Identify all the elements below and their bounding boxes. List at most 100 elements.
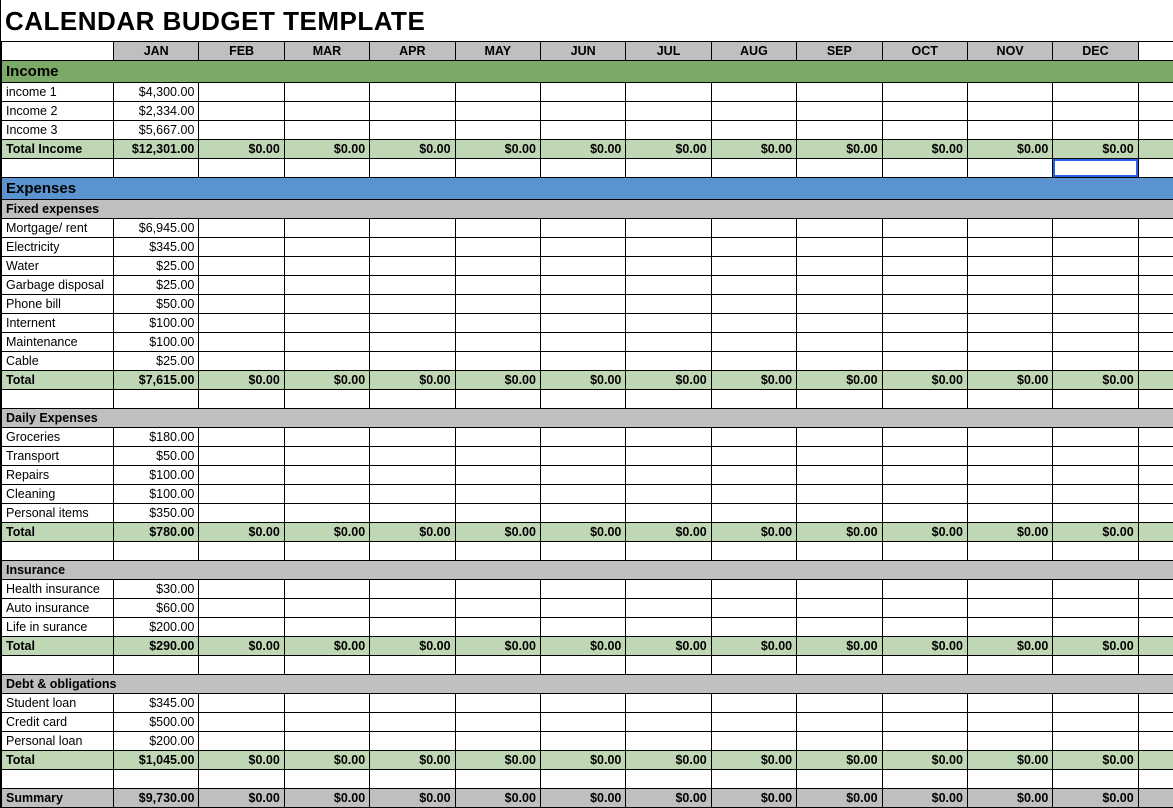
income-total-cell[interactable]: $0.00 <box>797 140 882 159</box>
expense-item-cell[interactable] <box>370 618 455 637</box>
spacer-cell[interactable] <box>967 390 1052 409</box>
expense-total-cell[interactable]: $0.00 <box>882 637 967 656</box>
expense-item-cell[interactable] <box>370 599 455 618</box>
expense-item-cell[interactable] <box>284 599 369 618</box>
spacer-cell[interactable] <box>797 390 882 409</box>
expense-item-cell[interactable] <box>967 485 1052 504</box>
spacer-cell[interactable] <box>370 656 455 675</box>
spacer-cell[interactable] <box>455 770 540 789</box>
expense-item-cell[interactable] <box>797 219 882 238</box>
expense-item-cell[interactable] <box>455 447 540 466</box>
income-item-cell[interactable] <box>967 102 1052 121</box>
expense-item-cell[interactable] <box>967 428 1052 447</box>
expense-total-label[interactable]: Total <box>2 751 114 770</box>
spacer-cell[interactable] <box>882 159 967 178</box>
expense-item-cell[interactable] <box>967 599 1052 618</box>
expense-item-cell[interactable] <box>797 352 882 371</box>
spacer-cell[interactable] <box>1053 542 1138 561</box>
expense-item-cell[interactable] <box>284 694 369 713</box>
expense-item-cell[interactable]: $60.00 <box>114 599 199 618</box>
expense-total-cell[interactable]: $0.00 <box>455 637 540 656</box>
subheader-debt-obligations-label[interactable]: Debt & obligations <box>2 675 1173 694</box>
income-item-cell[interactable] <box>797 121 882 140</box>
expense-item-cell[interactable] <box>626 732 711 751</box>
income-item-cell[interactable] <box>455 121 540 140</box>
extra-cell[interactable] <box>1138 352 1173 371</box>
extra-cell[interactable] <box>1138 371 1173 390</box>
expense-item-label[interactable]: Cable <box>2 352 114 371</box>
income-item-cell[interactable] <box>797 83 882 102</box>
spacer-cell[interactable] <box>882 390 967 409</box>
expense-total-cell[interactable]: $0.00 <box>626 751 711 770</box>
expense-item-cell[interactable] <box>882 428 967 447</box>
income-item-cell[interactable] <box>882 83 967 102</box>
expense-item-label[interactable]: Life in surance <box>2 618 114 637</box>
expense-total-cell[interactable]: $0.00 <box>882 751 967 770</box>
expense-item-cell[interactable] <box>797 333 882 352</box>
extra-cell[interactable] <box>1138 140 1173 159</box>
expense-item-cell[interactable] <box>370 238 455 257</box>
expense-item-cell[interactable] <box>626 257 711 276</box>
expense-item-cell[interactable] <box>284 276 369 295</box>
expense-item-cell[interactable] <box>199 485 284 504</box>
spacer-cell[interactable] <box>882 542 967 561</box>
expense-item-cell[interactable] <box>455 238 540 257</box>
expense-item-cell[interactable] <box>626 618 711 637</box>
spacer-cell[interactable] <box>626 656 711 675</box>
expense-item-cell[interactable] <box>199 504 284 523</box>
spacer-cell[interactable] <box>199 390 284 409</box>
expense-item-cell[interactable] <box>882 257 967 276</box>
expense-item-label[interactable]: Electricity <box>2 238 114 257</box>
expense-item-cell[interactable] <box>1053 219 1138 238</box>
expense-item-cell[interactable] <box>540 352 625 371</box>
expense-item-cell[interactable] <box>626 485 711 504</box>
expense-total-cell[interactable]: $0.00 <box>711 637 796 656</box>
expense-item-cell[interactable] <box>626 466 711 485</box>
expense-item-cell[interactable] <box>455 618 540 637</box>
spacer-cell[interactable] <box>284 542 369 561</box>
spacer-cell[interactable] <box>882 770 967 789</box>
expense-item-cell[interactable] <box>1053 485 1138 504</box>
col-head-dec[interactable]: DEC <box>1053 42 1138 61</box>
expense-total-cell[interactable]: $0.00 <box>626 371 711 390</box>
expense-item-cell[interactable] <box>967 732 1052 751</box>
extra-cell[interactable] <box>1138 295 1173 314</box>
expense-item-cell[interactable] <box>540 276 625 295</box>
expense-item-cell[interactable] <box>199 694 284 713</box>
col-head-jan[interactable]: JAN <box>114 42 199 61</box>
expense-item-cell[interactable] <box>284 732 369 751</box>
income-item-cell[interactable] <box>711 83 796 102</box>
expense-item-cell[interactable] <box>626 447 711 466</box>
income-item-cell[interactable] <box>882 121 967 140</box>
expense-item-cell[interactable] <box>199 599 284 618</box>
expense-item-cell[interactable] <box>1053 466 1138 485</box>
spacer-cell[interactable] <box>455 390 540 409</box>
expense-item-cell[interactable] <box>797 447 882 466</box>
expense-item-cell[interactable] <box>284 428 369 447</box>
expense-item-cell[interactable] <box>1053 428 1138 447</box>
extra-cell[interactable] <box>1138 159 1173 178</box>
expense-item-cell[interactable] <box>711 485 796 504</box>
income-item-cell[interactable] <box>284 83 369 102</box>
spacer-cell[interactable] <box>199 656 284 675</box>
expense-item-cell[interactable] <box>967 333 1052 352</box>
expense-item-cell[interactable] <box>1053 713 1138 732</box>
spacer-cell[interactable] <box>455 656 540 675</box>
expense-item-cell[interactable] <box>711 732 796 751</box>
income-item-cell[interactable] <box>711 121 796 140</box>
expense-item-cell[interactable] <box>370 219 455 238</box>
expense-item-cell[interactable] <box>626 276 711 295</box>
income-item-cell[interactable] <box>199 121 284 140</box>
expense-item-cell[interactable]: $345.00 <box>114 238 199 257</box>
expense-total-cell[interactable]: $0.00 <box>882 371 967 390</box>
expense-total-cell[interactable]: $0.00 <box>797 751 882 770</box>
expense-total-cell[interactable]: $0.00 <box>370 523 455 542</box>
expenses-summary-cell[interactable]: $0.00 <box>967 789 1052 808</box>
expense-item-cell[interactable] <box>1053 732 1138 751</box>
expense-item-cell[interactable] <box>540 219 625 238</box>
expense-item-cell[interactable] <box>797 694 882 713</box>
expense-item-cell[interactable] <box>370 713 455 732</box>
expense-item-cell[interactable] <box>540 504 625 523</box>
expense-item-cell[interactable] <box>711 504 796 523</box>
expense-item-cell[interactable] <box>1053 257 1138 276</box>
